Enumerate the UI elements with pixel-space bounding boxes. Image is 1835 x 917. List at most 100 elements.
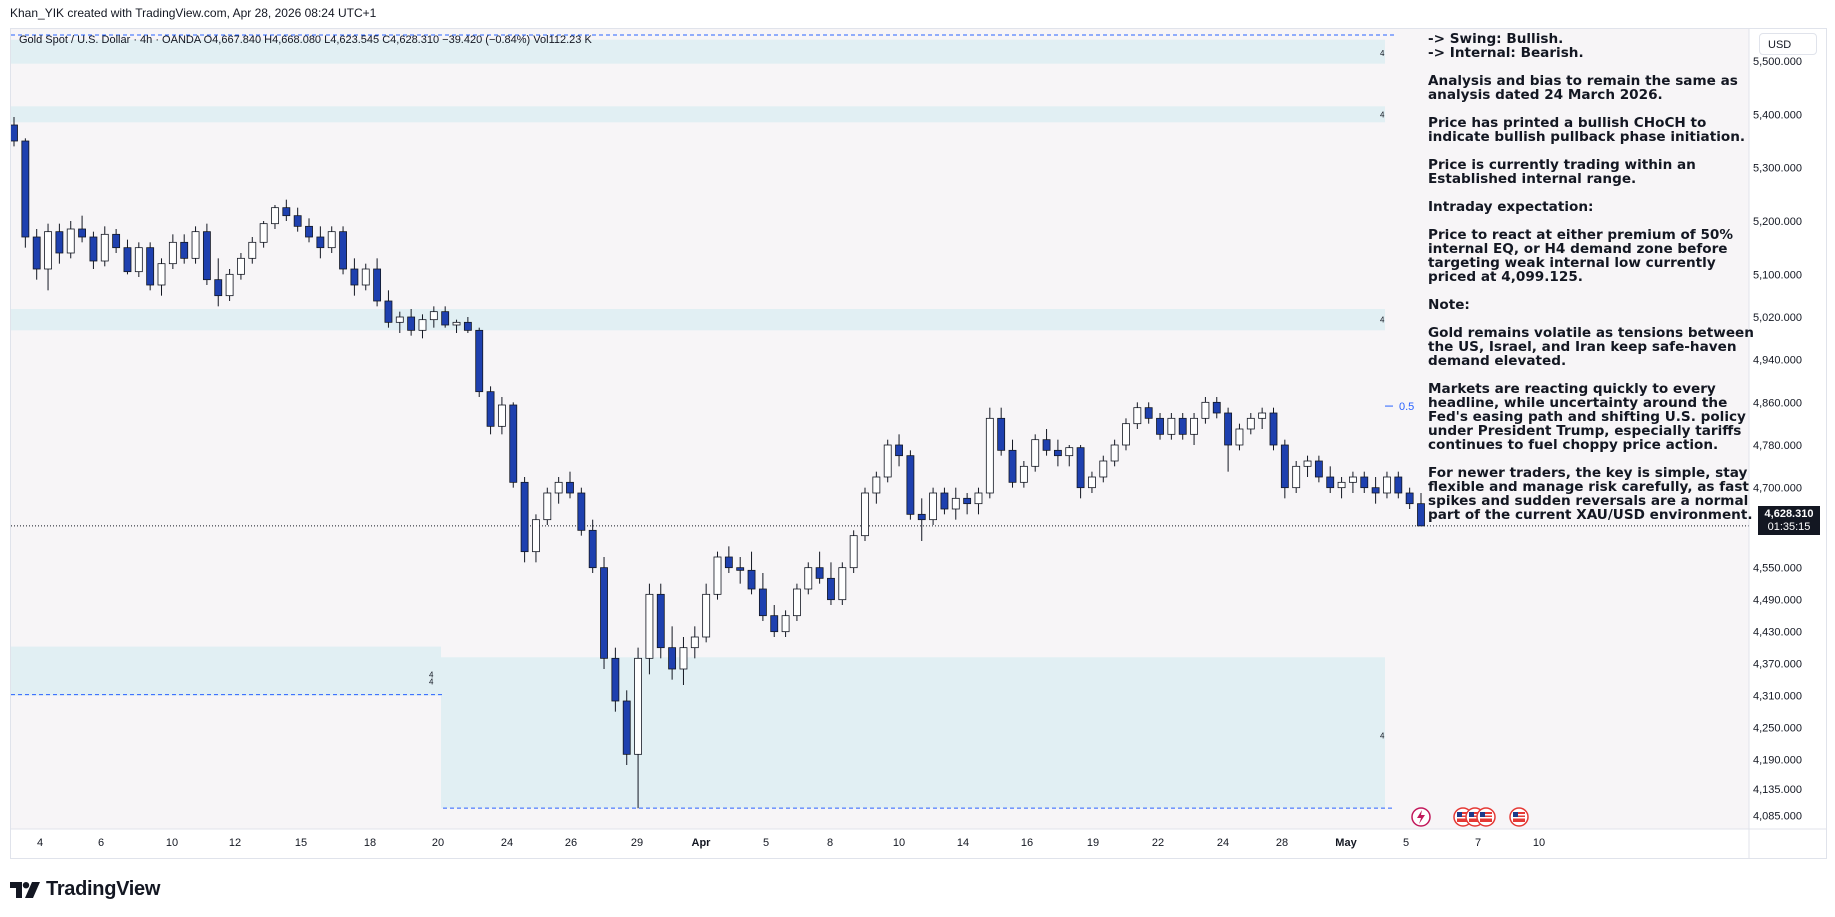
candle[interactable]	[1088, 471, 1096, 493]
candle[interactable]	[872, 471, 881, 504]
candle[interactable]	[259, 221, 268, 248]
candle[interactable]	[1042, 429, 1051, 456]
candle[interactable]	[1394, 471, 1403, 499]
candle[interactable]	[985, 407, 994, 499]
candle[interactable]	[679, 637, 688, 685]
candle[interactable]	[713, 551, 722, 600]
candle[interactable]	[895, 434, 903, 467]
candle[interactable]	[1178, 413, 1187, 440]
currency-selector[interactable]: USD	[1759, 33, 1817, 55]
candle[interactable]	[100, 226, 109, 267]
candle[interactable]	[1269, 407, 1278, 451]
candle[interactable]	[997, 407, 1006, 456]
candle[interactable]	[940, 487, 949, 515]
candle[interactable]	[395, 311, 404, 333]
candle[interactable]	[906, 450, 915, 520]
candle[interactable]	[168, 234, 177, 269]
supply-demand-zone[interactable]	[11, 646, 441, 696]
candle[interactable]	[282, 199, 291, 221]
candle[interactable]	[248, 237, 257, 264]
candle[interactable]	[1031, 434, 1040, 472]
candle[interactable]	[350, 258, 359, 296]
candle[interactable]	[509, 402, 518, 488]
candle[interactable]	[1099, 455, 1108, 483]
candle[interactable]	[1212, 397, 1221, 419]
us-flag-icon[interactable]	[1476, 807, 1496, 827]
candle[interactable]	[668, 626, 677, 680]
candle[interactable]	[1133, 402, 1142, 429]
candle[interactable]	[225, 269, 234, 301]
candle[interactable]	[793, 583, 801, 621]
candle[interactable]	[577, 487, 586, 536]
candle[interactable]	[11, 117, 18, 147]
candle[interactable]	[1019, 461, 1028, 488]
candle[interactable]	[1349, 471, 1357, 493]
candle[interactable]	[373, 258, 382, 307]
candle[interactable]	[1258, 407, 1267, 429]
candle[interactable]	[724, 546, 733, 573]
candle[interactable]	[214, 258, 223, 307]
candle[interactable]	[316, 226, 325, 259]
candle[interactable]	[441, 306, 450, 328]
candle[interactable]	[146, 242, 155, 291]
candle[interactable]	[963, 493, 972, 515]
candle[interactable]	[543, 487, 552, 525]
candle[interactable]	[180, 234, 189, 264]
supply-demand-zone[interactable]	[11, 309, 1385, 331]
candle[interactable]	[747, 551, 756, 595]
candle[interactable]	[883, 439, 892, 483]
candle[interactable]	[237, 253, 245, 280]
candle[interactable]	[1326, 466, 1335, 493]
candle[interactable]	[1360, 471, 1369, 493]
candle[interactable]	[611, 647, 620, 712]
candle[interactable]	[157, 258, 166, 296]
candle[interactable]	[191, 226, 200, 264]
candle[interactable]	[486, 386, 495, 435]
candle[interactable]	[1076, 445, 1085, 499]
candle[interactable]	[134, 242, 143, 277]
candle[interactable]	[1065, 445, 1074, 467]
candle[interactable]	[1371, 477, 1380, 504]
candle[interactable]	[622, 690, 631, 765]
candle[interactable]	[32, 229, 41, 280]
candle[interactable]	[588, 519, 597, 573]
candle[interactable]	[1053, 439, 1062, 467]
candle[interactable]	[429, 306, 438, 328]
candle[interactable]	[497, 397, 506, 435]
candle[interactable]	[339, 226, 347, 275]
candle[interactable]	[1167, 413, 1176, 440]
candle[interactable]	[838, 562, 847, 605]
candle[interactable]	[463, 317, 472, 333]
candle[interactable]	[112, 229, 121, 253]
news-event-icon[interactable]	[1411, 807, 1431, 827]
candle[interactable]	[327, 226, 336, 253]
candle[interactable]	[305, 218, 313, 243]
candle[interactable]	[1190, 413, 1198, 445]
candle[interactable]	[1405, 487, 1414, 509]
candle[interactable]	[202, 223, 211, 285]
candle[interactable]	[656, 583, 665, 659]
candle[interactable]	[974, 487, 983, 515]
candle[interactable]	[554, 477, 563, 504]
candle[interactable]	[815, 551, 824, 584]
candle[interactable]	[804, 562, 813, 595]
candle[interactable]	[702, 583, 711, 643]
supply-demand-zone[interactable]	[11, 106, 1385, 123]
candle[interactable]	[1303, 455, 1312, 477]
candle[interactable]	[89, 231, 98, 269]
candle[interactable]	[361, 263, 370, 291]
candle[interactable]	[634, 647, 642, 809]
candle[interactable]	[1224, 407, 1233, 472]
candle[interactable]	[1122, 418, 1130, 451]
candle[interactable]	[452, 319, 461, 333]
candle[interactable]	[861, 487, 869, 541]
candle[interactable]	[44, 223, 52, 291]
candle[interactable]	[520, 477, 529, 563]
candle[interactable]	[781, 610, 790, 637]
supply-demand-zone[interactable]	[11, 39, 1385, 64]
candle[interactable]	[418, 314, 427, 339]
candle[interactable]	[849, 530, 858, 573]
candle[interactable]	[1292, 461, 1301, 493]
candle[interactable]	[1337, 477, 1346, 499]
candle[interactable]	[123, 239, 132, 275]
